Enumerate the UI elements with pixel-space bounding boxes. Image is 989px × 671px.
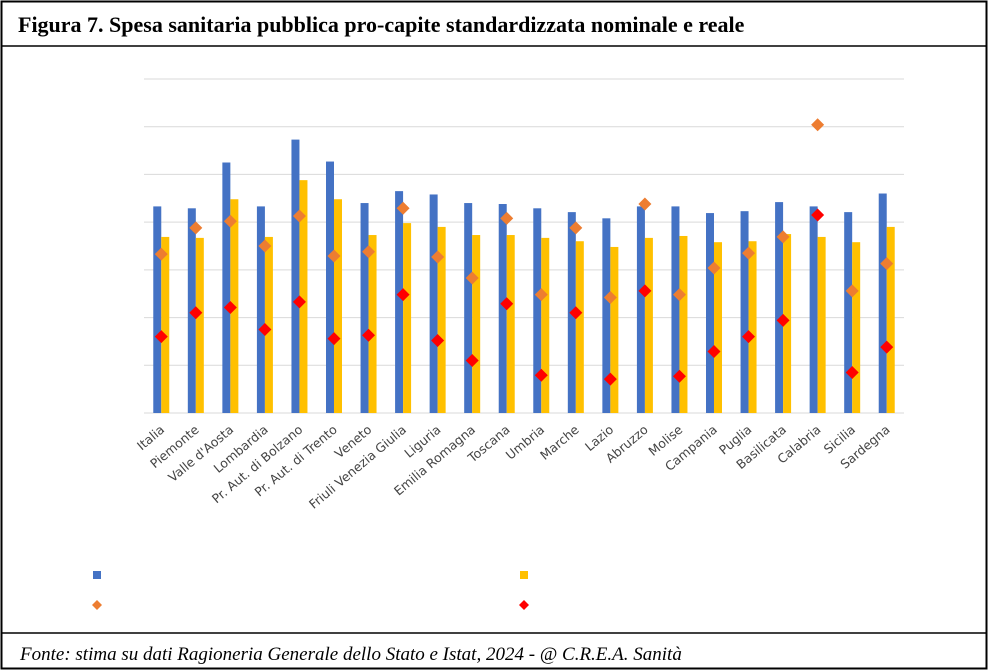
source: Fonte: stima su dati Ragioneria Generale…	[19, 644, 682, 665]
point	[672, 288, 686, 302]
point	[189, 221, 203, 235]
bar	[714, 242, 722, 413]
bar	[299, 180, 308, 413]
bar	[153, 206, 162, 413]
title: Figura 7. Spesa sanitaria pubblica pro-c…	[18, 12, 745, 37]
point	[603, 372, 617, 386]
point	[327, 332, 341, 346]
point	[707, 261, 721, 275]
bar	[533, 208, 542, 413]
bar	[748, 241, 757, 413]
bar	[437, 226, 446, 413]
point	[292, 209, 306, 223]
point	[569, 221, 583, 235]
point	[258, 239, 272, 253]
point	[742, 246, 756, 260]
point	[638, 284, 652, 298]
point	[500, 297, 514, 311]
point	[776, 230, 790, 244]
point	[603, 291, 617, 305]
point	[707, 344, 721, 358]
bar	[326, 161, 334, 413]
bar	[395, 191, 404, 413]
legend-swatch	[519, 600, 529, 610]
point	[845, 284, 859, 298]
bar	[602, 218, 611, 413]
bar	[844, 212, 853, 413]
legend-swatch	[520, 571, 528, 579]
point	[742, 330, 756, 344]
bar	[161, 236, 170, 413]
bar	[644, 237, 653, 413]
bar	[368, 235, 377, 413]
point	[880, 257, 894, 271]
point	[431, 250, 445, 264]
bar	[403, 223, 412, 413]
legend-swatch	[92, 600, 102, 610]
point	[672, 369, 686, 383]
point	[223, 214, 237, 228]
bar	[636, 206, 645, 413]
point	[534, 368, 548, 382]
bar	[464, 203, 473, 413]
point	[223, 301, 237, 315]
point	[362, 328, 376, 342]
point	[465, 354, 479, 368]
point	[396, 288, 410, 302]
bar	[472, 235, 481, 413]
bar	[817, 236, 826, 413]
bar	[575, 241, 584, 413]
bar	[775, 202, 784, 413]
bar	[809, 206, 818, 413]
bar	[429, 194, 438, 413]
point	[154, 330, 168, 344]
bar	[740, 211, 749, 413]
point	[880, 340, 894, 354]
bar	[256, 206, 265, 413]
point	[431, 333, 445, 347]
bar	[541, 237, 550, 413]
point	[154, 247, 168, 261]
point	[465, 271, 479, 285]
point	[362, 245, 376, 259]
point	[811, 118, 825, 132]
point	[638, 197, 652, 211]
point	[327, 249, 341, 263]
bar	[291, 139, 300, 413]
point	[811, 208, 825, 222]
bar	[878, 193, 887, 413]
bar	[360, 203, 369, 413]
bar	[610, 246, 619, 413]
point	[258, 323, 272, 336]
bar	[671, 206, 680, 413]
bar	[506, 235, 515, 413]
bar	[706, 213, 714, 413]
legend-swatch	[93, 571, 101, 579]
bar	[852, 242, 861, 413]
point	[776, 313, 790, 327]
bar	[195, 237, 204, 413]
bar	[334, 199, 342, 413]
point	[500, 211, 514, 225]
point	[845, 365, 859, 379]
point	[569, 306, 583, 320]
bar	[783, 234, 792, 413]
bar	[222, 162, 231, 413]
point	[189, 306, 203, 320]
bar	[498, 204, 507, 413]
point	[292, 295, 306, 309]
bar	[886, 226, 895, 413]
bar	[679, 235, 688, 413]
point	[534, 288, 548, 302]
point	[396, 201, 410, 215]
x-tick-label: Marche	[537, 422, 582, 463]
bar	[264, 236, 273, 413]
